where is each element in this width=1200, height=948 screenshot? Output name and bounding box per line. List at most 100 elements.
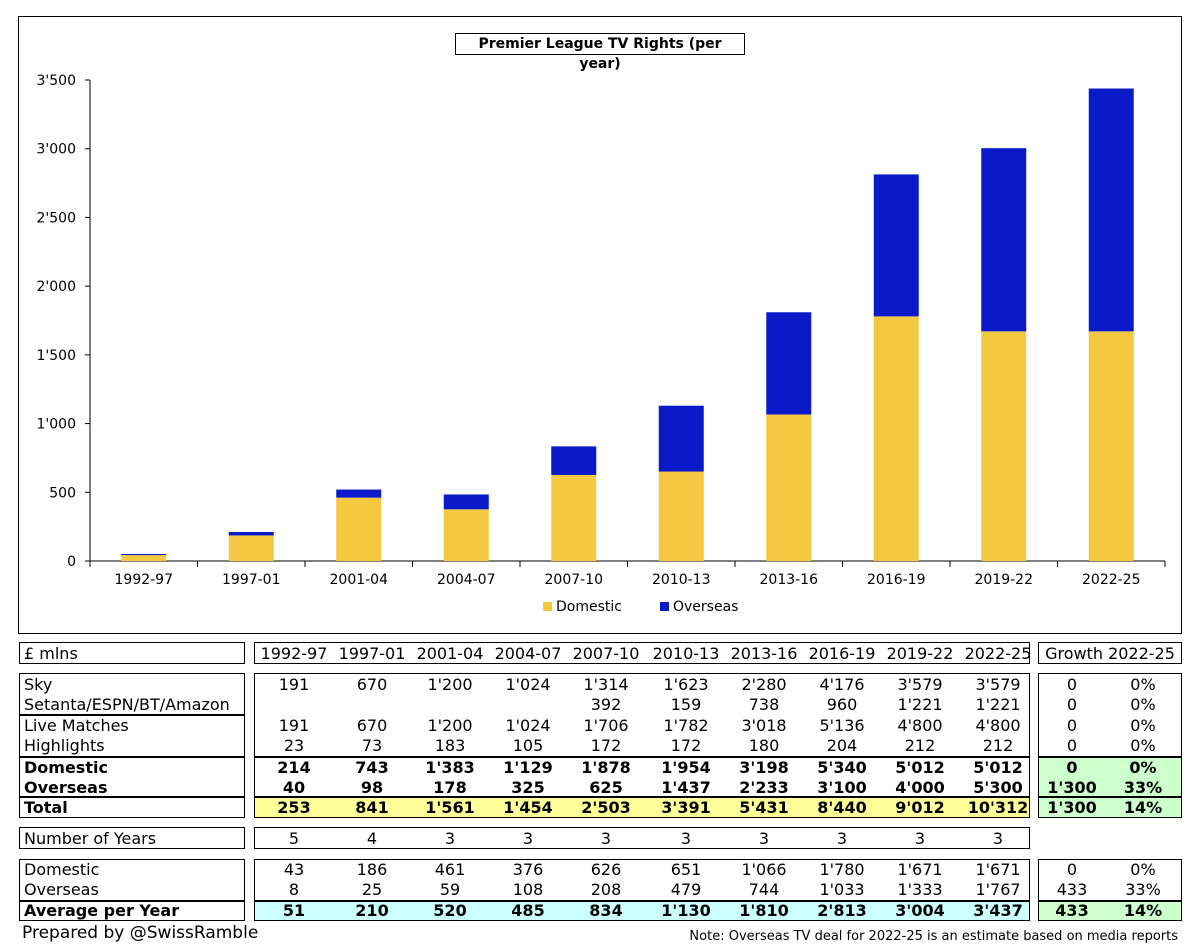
bar-domestic-2010-13 [658, 471, 704, 561]
row-total-label: Total [24, 798, 68, 817]
row-avg-total-cell: 485 [511, 901, 545, 920]
row-setanta-growth-pct: 0% [1130, 695, 1156, 714]
row-total-cell: 1'561 [425, 798, 475, 817]
x-tick-label: 2001-04 [330, 572, 389, 588]
row-total-cell: 5'431 [739, 798, 789, 817]
total-label-box [19, 797, 245, 818]
row-avg-total-cell: 1'130 [661, 901, 711, 920]
unit-label: £ mlns [24, 644, 78, 663]
y-tick-label: 3'500 [37, 73, 76, 89]
row-avg-domestic-cell: 651 [670, 860, 702, 879]
bar-overseas-1992-97 [121, 553, 167, 556]
bar-domestic-2001-04 [336, 497, 382, 561]
row-live-matches-cell: 5'136 [819, 716, 865, 735]
row-sky-cell: 1'314 [583, 675, 629, 694]
row-avg-overseas-cell: 25 [361, 880, 383, 899]
period-header: 1992-97 [260, 644, 328, 663]
row-total-cell: 841 [355, 798, 389, 817]
row-avg-domestic-cell: 1'066 [741, 860, 787, 879]
row-overseas-cell: 2'233 [739, 778, 789, 797]
growth-header: Growth 2022-25 [1045, 644, 1175, 663]
row-avg-overseas-cell: 8 [288, 880, 300, 899]
row-years-cell: 3 [992, 829, 1004, 848]
row-years-label: Number of Years [24, 829, 157, 848]
row-avg-overseas-growth-pct: 33% [1125, 880, 1161, 899]
row-highlights-cell: 212 [904, 736, 936, 755]
row-setanta-cell: 1'221 [897, 695, 943, 714]
row-avg-overseas-cell: 479 [670, 880, 702, 899]
bar-overseas-2019-22 [981, 148, 1027, 332]
row-avg-total-cell: 2'813 [817, 901, 867, 920]
growth-c-box [1038, 757, 1182, 797]
row-setanta-cell: 1'221 [975, 695, 1021, 714]
row-live-matches-cell: 670 [356, 716, 388, 735]
row-live-matches-growth-value: 0 [1066, 716, 1078, 735]
x-tick-label: 2022-25 [1082, 572, 1141, 588]
bar-domestic-2004-07 [443, 509, 489, 561]
row-overseas-cell: 5'300 [973, 778, 1023, 797]
row-total-growth-value: 1'300 [1047, 798, 1097, 817]
row-domestic-cell: 3'198 [739, 758, 789, 777]
header-label-box [19, 642, 245, 664]
row-sky-cell: 1'623 [663, 675, 709, 694]
row-years-cell: 3 [600, 829, 612, 848]
row-avg-domestic-cell: 1'671 [975, 860, 1021, 879]
bar-overseas-2013-16 [766, 312, 812, 415]
row-avg-total-cell: 520 [433, 901, 467, 920]
x-tick-label: 2004-07 [437, 572, 496, 588]
bar-domestic-2016-19 [873, 316, 919, 561]
bar-domestic-2007-10 [551, 474, 597, 561]
row-avg-total-growth-value: 433 [1055, 901, 1089, 920]
total-values-box [254, 797, 1030, 818]
row-sky-cell: 3'579 [975, 675, 1021, 694]
row-domestic-cell: 1'954 [661, 758, 711, 777]
avg-label-box [19, 859, 245, 901]
row-highlights-cell: 212 [982, 736, 1014, 755]
row-setanta-cell: 960 [826, 695, 858, 714]
period-header: 2013-16 [730, 644, 798, 663]
row-avg-total-cell: 1'810 [739, 901, 789, 920]
row-avg-domestic-cell: 1'780 [819, 860, 865, 879]
row-total-cell: 3'391 [661, 798, 711, 817]
section-c-label-box [19, 757, 245, 797]
row-total-cell: 253 [277, 798, 311, 817]
row-years-cell: 3 [444, 829, 456, 848]
row-overseas-cell: 40 [282, 778, 306, 797]
row-overseas-label: Overseas [24, 778, 108, 797]
row-domestic-label: Domestic [24, 758, 108, 777]
row-live-matches-cell: 191 [278, 716, 310, 735]
credit-text: Prepared by @SwissRamble [22, 923, 259, 943]
row-live-matches-cell: 1'024 [505, 716, 551, 735]
growth-total-box [1038, 797, 1182, 818]
section-a-label-box [19, 673, 245, 715]
row-avg-overseas-growth-value: 433 [1056, 880, 1088, 899]
row-highlights-cell: 172 [590, 736, 622, 755]
chart-frame [18, 16, 1182, 634]
period-header: 1997-01 [338, 644, 406, 663]
row-avg-total-label: Average per Year [24, 901, 180, 920]
avg-total-values-box [254, 901, 1030, 921]
row-domestic-cell: 5'340 [817, 758, 867, 777]
y-tick-label: 1'500 [37, 348, 76, 364]
row-highlights-cell: 23 [283, 736, 305, 755]
bar-overseas-2016-19 [873, 174, 919, 317]
row-avg-total-cell: 3'004 [895, 901, 945, 920]
row-years-cell: 3 [758, 829, 770, 848]
y-tick-label: 3'000 [37, 142, 76, 158]
bar-overseas-2007-10 [551, 446, 597, 475]
header-periods-box [254, 642, 1030, 664]
row-years-cell: 3 [914, 829, 926, 848]
row-avg-overseas-cell: 1'767 [975, 880, 1021, 899]
row-sky-growth-pct: 0% [1130, 675, 1156, 694]
row-avg-overseas-label: Overseas [24, 880, 99, 899]
row-avg-overseas-cell: 59 [439, 880, 461, 899]
x-tick-label: 2016-19 [867, 572, 926, 588]
row-total-cell: 8'440 [817, 798, 867, 817]
row-avg-domestic-cell: 186 [356, 860, 388, 879]
row-avg-total-cell: 834 [589, 901, 623, 920]
row-avg-domestic-cell: 626 [590, 860, 622, 879]
row-highlights-cell: 183 [434, 736, 466, 755]
row-domestic-growth-pct: 0% [1129, 758, 1157, 777]
row-overseas-cell: 3'100 [817, 778, 867, 797]
row-avg-domestic-cell: 43 [283, 860, 305, 879]
